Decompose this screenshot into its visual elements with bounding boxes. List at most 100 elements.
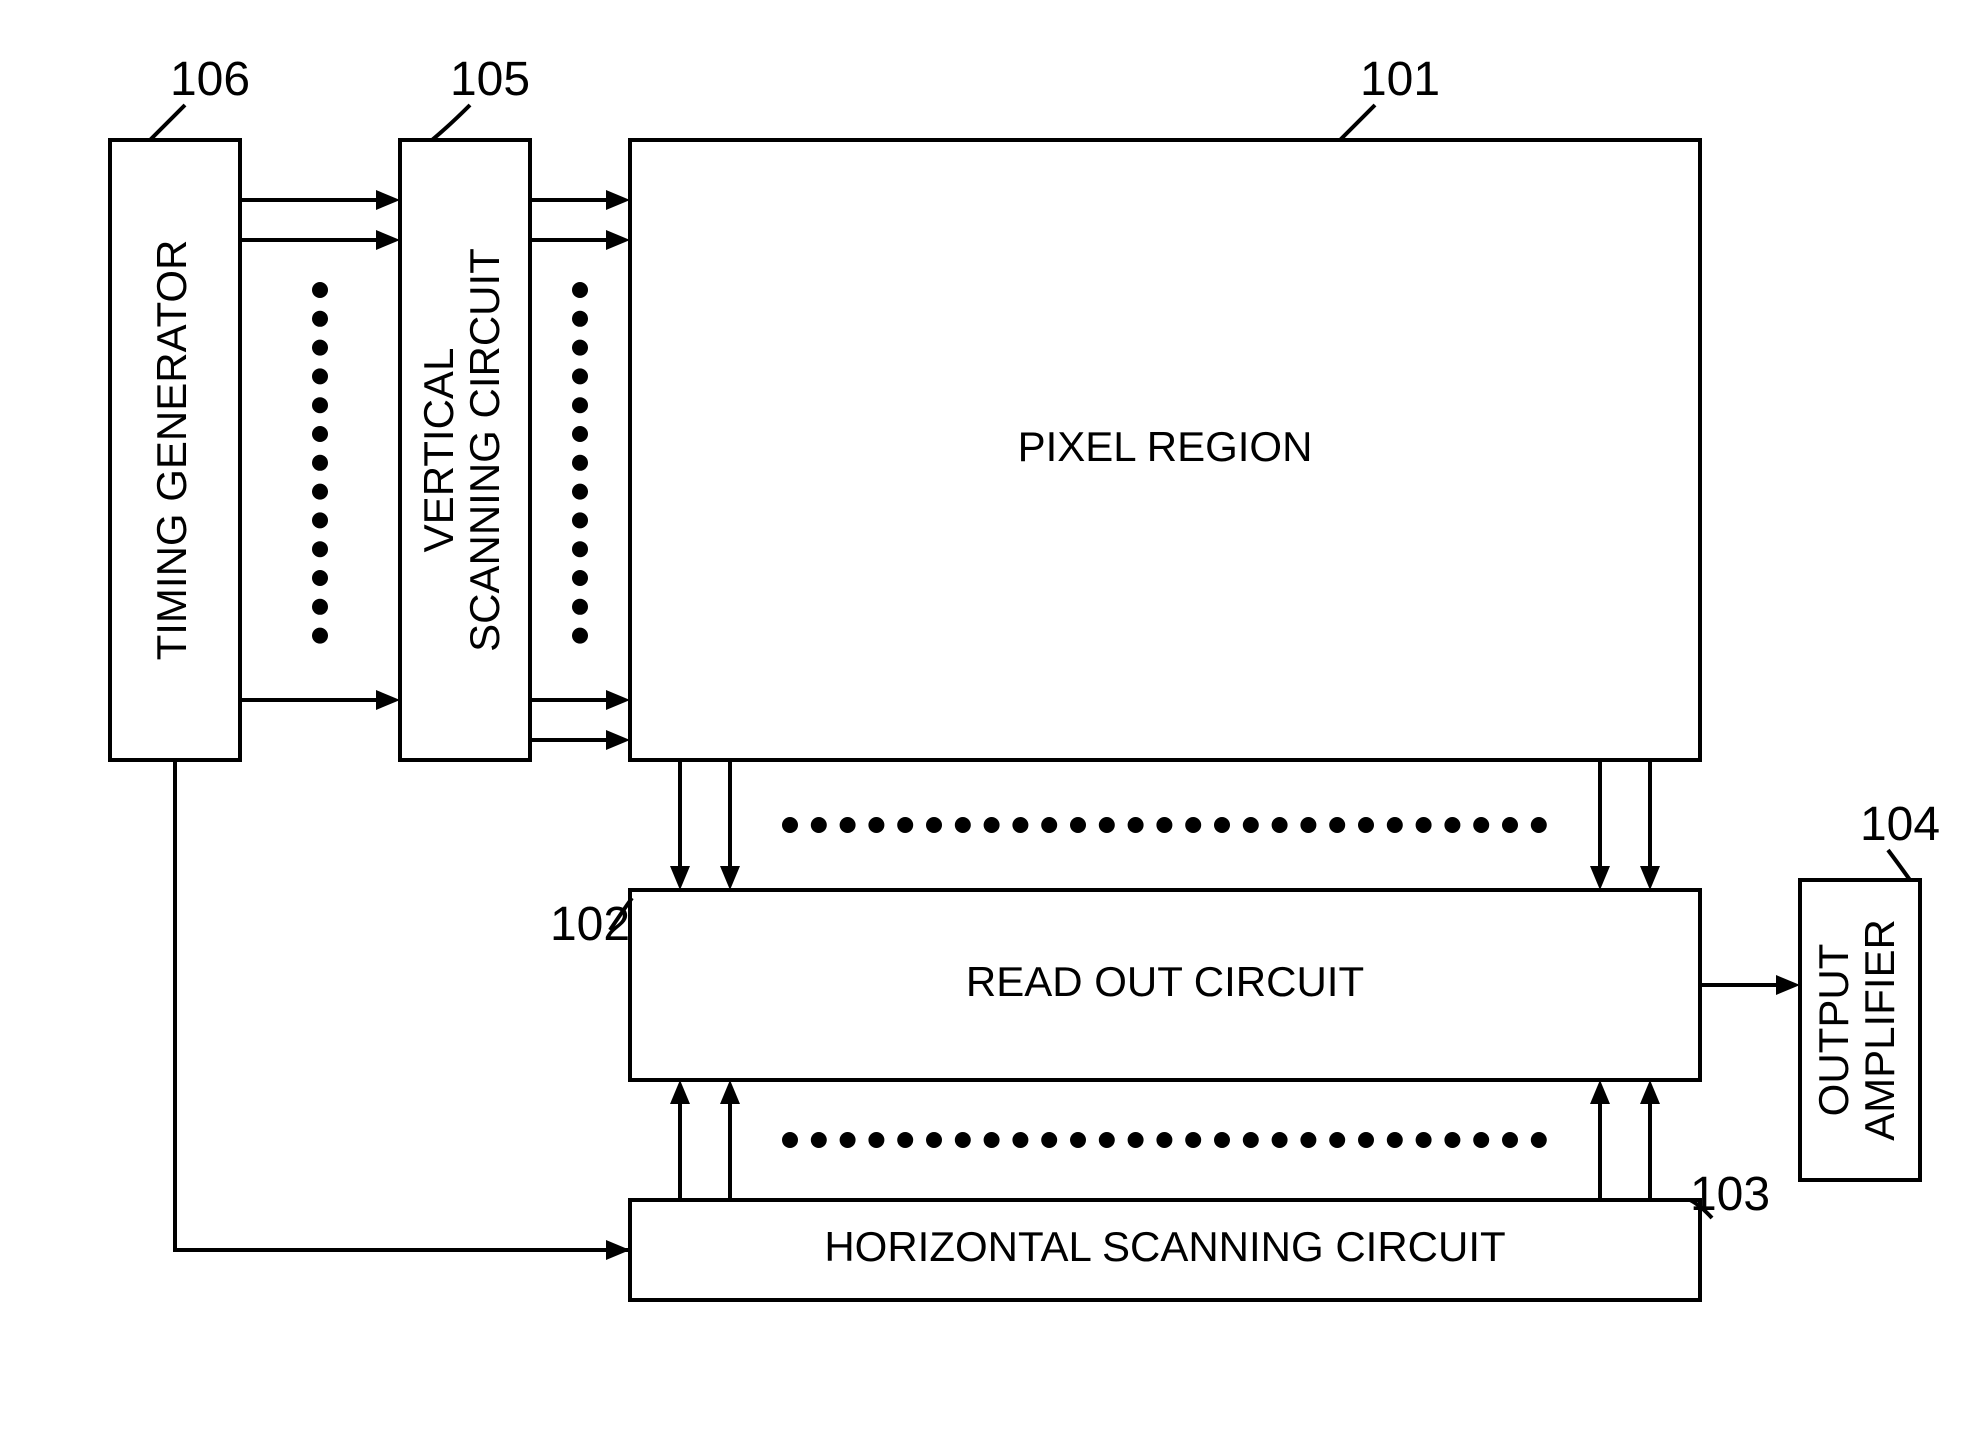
ellipsis-dot [811,817,827,833]
ellipsis-dot [1041,817,1057,833]
ellipsis-dot [572,512,588,528]
ellipsis-dot [1329,1132,1345,1148]
arrowhead-icon [1640,866,1660,890]
vertical-scanning-ref: 105 [450,53,530,106]
ellipsis-dot [1300,817,1316,833]
ellipsis-dot [1214,817,1230,833]
ellipsis-dot [312,368,328,384]
arrowhead-icon [720,866,740,890]
ellipsis-dot [1387,817,1403,833]
ellipsis-dot [926,817,942,833]
ellipsis-dot [897,1132,913,1148]
ellipsis-dot [984,1132,1000,1148]
ellipsis-dot [572,340,588,356]
ellipsis-dot [868,817,884,833]
arrowhead-icon [376,230,400,250]
ellipsis-dot [572,541,588,557]
ellipsis-dot [782,1132,798,1148]
ellipsis-dot [955,1132,971,1148]
ellipsis-dot [1444,817,1460,833]
ellipsis-dot [1272,1132,1288,1148]
ellipsis-dot [312,541,328,557]
ellipsis-dot [1099,1132,1115,1148]
ellipsis-dot [1444,1132,1460,1148]
ellipsis-dot [1473,1132,1489,1148]
arrowhead-icon [1640,1080,1660,1104]
ellipsis-dot [572,484,588,500]
arrowhead-icon [606,1240,630,1260]
ellipsis-dot [840,1132,856,1148]
ellipsis-dot [1502,1132,1518,1148]
ellipsis-dot [1243,817,1259,833]
ellipsis-dot [1387,1132,1403,1148]
ellipsis-dot [312,570,328,586]
output-amplifier-label: OUTPUTAMPLIFIER [1810,919,1903,1141]
tg-to-hsc-line [175,760,630,1250]
vertical-scanning-label: VERTICALSCANNING CIRCUIT [415,248,508,652]
timing-generator-label: TIMING GENERATOR [148,240,195,661]
arrowhead-icon [670,1080,690,1104]
ellipsis-dot [1156,817,1172,833]
ellipsis-dot [1300,1132,1316,1148]
ellipsis-dot [811,1132,827,1148]
horizontal-scanning-ref: 103 [1690,1168,1770,1221]
arrowhead-icon [606,190,630,210]
ellipsis-dot [1128,817,1144,833]
ellipsis-dot [572,455,588,471]
ellipsis-dot [926,1132,942,1148]
ellipsis-dot [1329,817,1345,833]
ellipsis-dot [1416,1132,1432,1148]
ellipsis-dot [312,484,328,500]
arrowhead-icon [1590,1080,1610,1104]
ellipsis-dot [955,817,971,833]
ref-tick [1888,850,1910,880]
ellipsis-dot [572,599,588,615]
ellipsis-dot [840,817,856,833]
ellipsis-dot [312,455,328,471]
ellipsis-dot [572,311,588,327]
ellipsis-dot [897,817,913,833]
pixel-region-label: PIXEL REGION [1018,423,1313,470]
ellipsis-dot [312,311,328,327]
ellipsis-dot [572,397,588,413]
ellipsis-dot [312,512,328,528]
ellipsis-dot [1070,1132,1086,1148]
ellipsis-dot [1416,817,1432,833]
timing-generator-ref: 106 [170,53,250,106]
ellipsis-dot [1185,817,1201,833]
arrowhead-icon [606,230,630,250]
ref-tick [432,105,470,140]
arrowhead-icon [1590,866,1610,890]
read-out-label: READ OUT CIRCUIT [966,958,1364,1005]
block-diagram: TIMING GENERATOR VERTICALSCANNING CIRCUIT… [0,0,1986,1433]
ellipsis-dot [1099,817,1115,833]
arrowhead-icon [606,690,630,710]
ellipsis-dot [1214,1132,1230,1148]
ellipsis-dot [1156,1132,1172,1148]
arrowhead-icon [1776,975,1800,995]
arrowhead-icon [376,190,400,210]
horizontal-scanning-label: HORIZONTAL SCANNING CIRCUIT [824,1223,1505,1270]
ellipsis-dot [572,282,588,298]
arrowhead-icon [720,1080,740,1104]
ellipsis-dot [312,282,328,298]
ellipsis-dot [1012,1132,1028,1148]
ellipsis-dot [782,817,798,833]
arrowhead-icon [376,690,400,710]
ellipsis-dot [572,628,588,644]
ellipsis-dot [1041,1132,1057,1148]
ref-tick [1340,105,1375,140]
ellipsis-dot [1358,1132,1374,1148]
ellipsis-dot [1185,1132,1201,1148]
ellipsis-dot [312,426,328,442]
ellipsis-dot [1128,1132,1144,1148]
ellipsis-dot [1531,817,1547,833]
ellipsis-dot [1531,1132,1547,1148]
ellipsis-dot [312,628,328,644]
arrowhead-icon [606,730,630,750]
ellipsis-dot [1012,817,1028,833]
ellipsis-dot [868,1132,884,1148]
output-amplifier-ref: 104 [1860,798,1940,851]
ellipsis-dot [572,570,588,586]
ellipsis-dot [984,817,1000,833]
